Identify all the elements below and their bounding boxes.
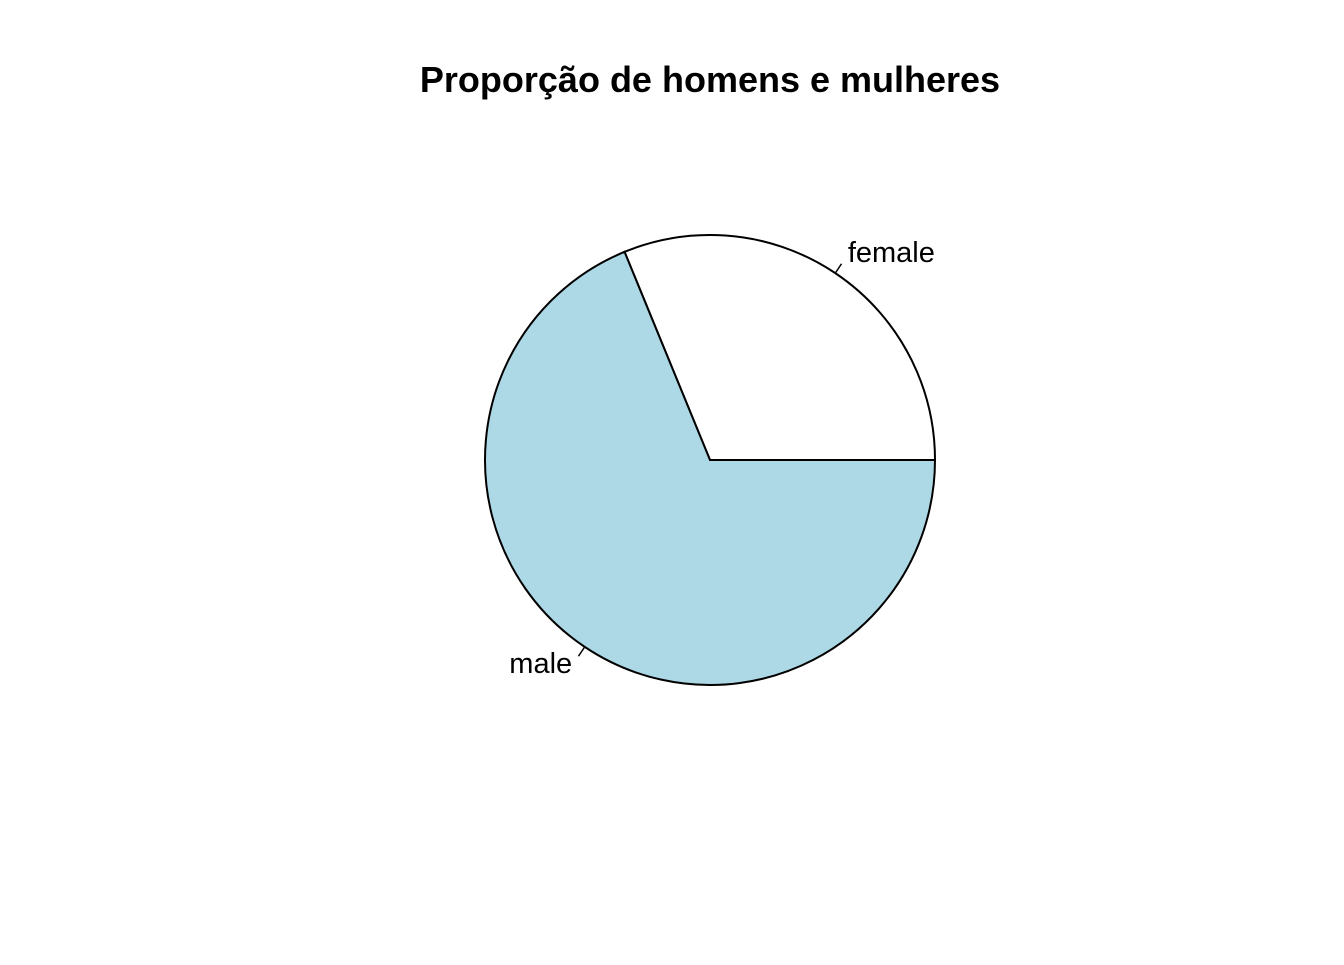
slice-label-male: male	[509, 648, 572, 680]
label-tick-female	[835, 264, 841, 273]
label-tick-male	[578, 647, 584, 656]
chart-title: Proporção de homens e mulheres	[0, 56, 1344, 104]
slice-label-female: female	[848, 237, 935, 269]
